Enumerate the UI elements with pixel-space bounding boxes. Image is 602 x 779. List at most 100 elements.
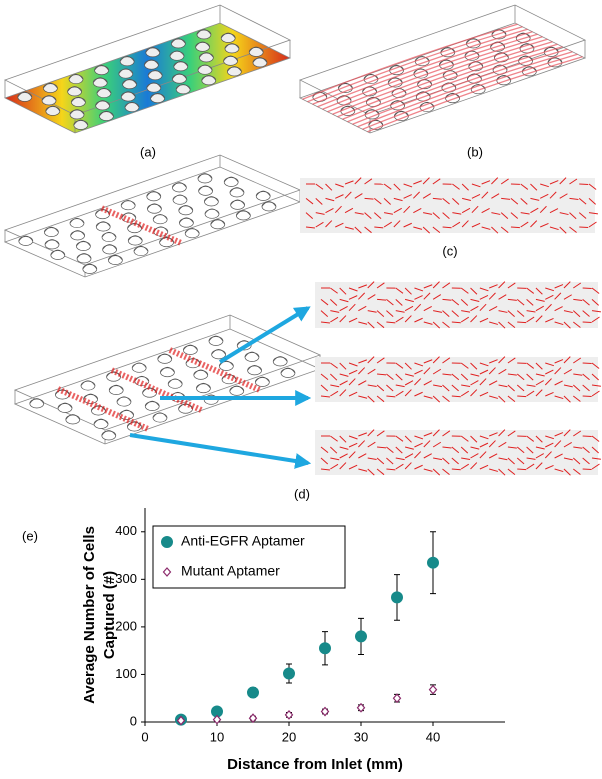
velocity-arrow: [481, 180, 491, 185]
streamline: [367, 56, 583, 133]
velocity-arrow: [573, 321, 581, 328]
velocity-arrow: [460, 287, 469, 294]
velocity-arrow: [386, 310, 394, 317]
velocity-arrow: [517, 321, 527, 324]
dome-cap: [183, 344, 198, 351]
velocity-arrow: [344, 207, 354, 214]
velocity-arrow: [591, 390, 600, 397]
dome-cap: [171, 38, 186, 44]
velocity-arrow: [367, 395, 375, 403]
velocity-arrow: [572, 384, 581, 392]
velocity-arrow: [498, 356, 506, 364]
dome-cap: [150, 92, 165, 99]
velocity-arrow: [320, 321, 330, 324]
dome-cap: [99, 110, 114, 117]
velocity-arrow: [432, 429, 440, 437]
velocity-arrow: [422, 177, 430, 185]
velocity-arrow: [572, 457, 581, 465]
velocity-arrow: [348, 369, 358, 375]
velocity-arrow: [339, 389, 347, 397]
velocity-arrow: [354, 177, 362, 185]
dome: [99, 111, 114, 121]
velocity-arrow: [432, 395, 441, 403]
velocity-arrow: [500, 226, 509, 233]
velocity-arrow: [432, 321, 441, 329]
velocity-arrow: [591, 435, 600, 442]
dome: [248, 47, 264, 57]
pointer-arrow: [218, 306, 311, 364]
velocity-arrow: [412, 191, 420, 199]
velocity-arrow: [470, 380, 479, 386]
dome-cap: [364, 109, 380, 115]
dome-cap: [119, 409, 134, 416]
dome: [197, 173, 213, 184]
velocity-arrow: [535, 446, 545, 450]
velocity-arrow: [348, 442, 358, 448]
dome-cap: [69, 217, 85, 224]
dome: [236, 210, 251, 221]
dome-cap: [219, 360, 234, 367]
velocity-arrow: [471, 222, 481, 228]
velocity-arrow: [510, 212, 519, 219]
velocity-arrow: [563, 457, 573, 461]
velocity-arrow: [516, 457, 525, 465]
dome: [70, 230, 85, 241]
dome: [68, 74, 84, 85]
velocity-arrow: [376, 457, 385, 465]
streamline: [332, 38, 548, 115]
velocity-arrow: [315, 197, 323, 205]
velocity-arrow: [452, 212, 462, 215]
velocity-arrow: [491, 212, 501, 215]
velocity-arrow: [330, 373, 338, 381]
velocity-arrow: [339, 462, 347, 470]
dome: [198, 186, 213, 196]
streamline: [347, 46, 563, 123]
velocity-arrow: [383, 212, 394, 215]
velocity-arrow: [376, 430, 385, 437]
velocity-arrow: [367, 384, 377, 388]
velocity-arrow: [489, 432, 498, 437]
chart: 0 100 200 300 400 0 10 20 30 40 Distance from Inle…: [81, 508, 505, 773]
velocity-arrow: [545, 362, 555, 367]
dome: [17, 92, 33, 102]
velocity-arrow: [364, 178, 373, 185]
velocity-arrow: [526, 310, 536, 313]
dome: [147, 70, 163, 81]
velocity-arrow: [573, 357, 582, 364]
section-slice: [315, 430, 598, 475]
y-tick-label: 0: [130, 713, 137, 728]
velocity-arrow: [572, 310, 581, 318]
velocity-arrow: [348, 287, 358, 292]
dome-cap: [175, 83, 191, 90]
velocity-arrow: [367, 321, 375, 329]
velocity-arrow: [545, 464, 554, 470]
dome-cap: [236, 210, 251, 216]
velocity-arrow: [358, 292, 366, 300]
velocity-arrow: [479, 362, 489, 367]
dome: [244, 352, 260, 362]
dome-cap: [145, 47, 161, 53]
streamline: [312, 28, 528, 105]
dome-cap: [147, 69, 163, 76]
dome-cap: [172, 182, 187, 188]
velocity-arrow: [554, 468, 564, 473]
dome-cap: [244, 351, 260, 358]
velocity-arrow: [554, 321, 564, 326]
velocity-arrow: [544, 303, 552, 312]
velocity-arrow: [433, 384, 443, 388]
velocity-arrow: [559, 177, 567, 185]
streamline: [317, 31, 533, 108]
velocity-arrow: [507, 468, 516, 475]
velocity-arrow: [320, 384, 329, 392]
velocity-arrow: [376, 395, 385, 403]
dome-cap: [94, 64, 109, 71]
velocity-arrow: [471, 183, 481, 188]
velocity-arrow: [325, 197, 335, 202]
velocity-arrow: [535, 453, 544, 459]
velocity-arrow: [364, 226, 372, 234]
dome: [152, 214, 168, 225]
dome-cap: [83, 393, 98, 400]
velocity-arrow: [423, 395, 433, 399]
dome: [175, 84, 191, 95]
dome: [116, 396, 132, 407]
